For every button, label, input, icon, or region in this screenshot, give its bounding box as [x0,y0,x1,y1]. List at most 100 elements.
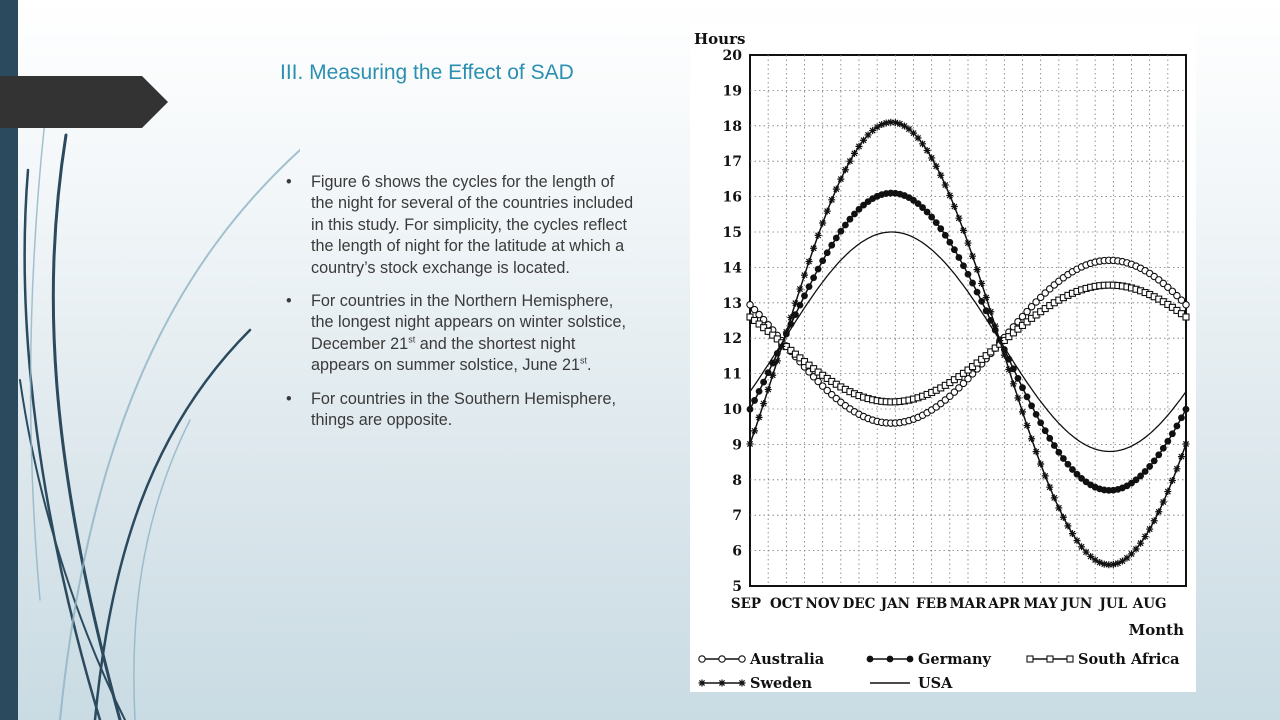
x-tick-label: APR [987,596,1021,612]
germany-marker [755,387,763,395]
sweden-marker [1155,508,1163,516]
australia-marker [1045,285,1054,293]
ordinal-suffix: st [408,334,416,345]
germany-marker [960,262,967,270]
australia-marker [823,386,831,395]
south-africa-marker [787,346,795,354]
sweden-marker [1173,465,1181,473]
x-tick-label: JAN [880,596,910,612]
germany-marker [841,221,849,229]
south-africa-marker [1018,321,1027,330]
south-africa-marker [800,358,809,366]
sweden-marker [905,125,913,133]
sweden-marker [778,342,786,350]
south-africa-marker [991,344,999,352]
australia-marker [755,310,763,319]
australia-marker [1177,296,1186,304]
south-africa-marker [987,348,995,356]
sweden-marker [959,226,967,234]
sweden-marker [923,146,931,154]
germany-marker [760,378,768,386]
sweden-marker [891,119,899,127]
australia-series [746,256,1190,427]
sweden-marker [878,121,886,129]
sweden-marker [1100,560,1108,568]
sweden-marker [950,203,958,211]
germany-marker [746,405,754,413]
legend-south-africa-marker [1046,655,1054,663]
germany-marker [1014,374,1022,382]
y-tick-label: 16 [723,190,742,206]
sweden-marker [755,413,763,421]
germany-marker [1041,427,1049,435]
legend-label: Australia [749,651,825,668]
bullet-dot: • [286,292,292,311]
australia-marker [1023,307,1031,316]
germany-marker [1137,472,1144,480]
germany-marker [751,397,758,404]
germany-marker [1028,402,1035,410]
germany-marker [1069,466,1076,473]
australia-marker [750,305,759,314]
x-tick-label: JUL [1099,596,1128,612]
sweden-marker [887,118,895,126]
germany-marker [1168,430,1176,438]
sweden-marker [805,258,813,266]
legend-sweden-marker [738,679,746,687]
sweden-marker [969,252,977,260]
sweden-marker [1096,558,1104,566]
sweden-marker [1059,513,1067,521]
sweden-marker [1150,517,1158,525]
x-tick-label: JUN [1061,596,1093,612]
germany-marker [964,270,972,278]
sweden-marker [1159,498,1167,506]
y-axis-label: Hours [694,30,745,48]
legend-germany-marker [866,655,874,663]
germany-marker [1055,448,1063,456]
night-length-figure: 5 6 7 8 9 10 11 12 13 14 15 16 17 18 19 20 SEP OCT NOV DEC J… [690,22,1196,692]
sweden-marker [873,123,881,131]
sweden-marker [864,131,872,139]
sweden-marker [760,400,768,408]
x-tick-label: OCT [770,596,803,612]
south-africa-marker [982,352,990,360]
sweden-marker [796,285,804,293]
x-tick-label: SEP [731,596,761,612]
germany-marker [1059,455,1067,462]
germany-series [746,189,1190,494]
germany-marker [1155,451,1163,459]
legend-item-sweden: Sweden [698,675,813,692]
sweden-marker [928,154,936,162]
germany-marker [851,210,858,218]
germany-marker [846,215,854,223]
germany-marker [941,231,949,239]
bullet-text: . [587,356,592,375]
y-tick-label: 10 [723,402,743,418]
sweden-marker [1000,351,1008,359]
legend-sweden-marker [718,679,726,687]
germany-marker [805,283,813,291]
sweden-marker [860,136,868,144]
south-africa-marker [1009,329,1017,337]
legend-label: Sweden [750,675,813,692]
germany-marker [837,227,845,235]
germany-marker [955,254,963,261]
sweden-marker [1064,522,1072,530]
sweden-marker [1141,533,1149,541]
germany-marker [764,369,772,377]
south-africa-marker [750,316,759,325]
sweden-marker [1041,472,1049,480]
bullet-text: Figure 6 shows the cycles for the length… [311,173,634,277]
sweden-marker [1105,561,1113,569]
sweden-marker [837,175,845,183]
germany-marker [1064,460,1072,468]
sweden-marker [814,231,822,239]
germany-marker [1164,437,1172,445]
sweden-marker [782,328,790,336]
sweden-marker [746,440,754,448]
germany-marker [1023,393,1031,401]
sweden-marker [882,119,890,127]
australia-marker [746,301,754,309]
germany-marker [1150,457,1158,465]
